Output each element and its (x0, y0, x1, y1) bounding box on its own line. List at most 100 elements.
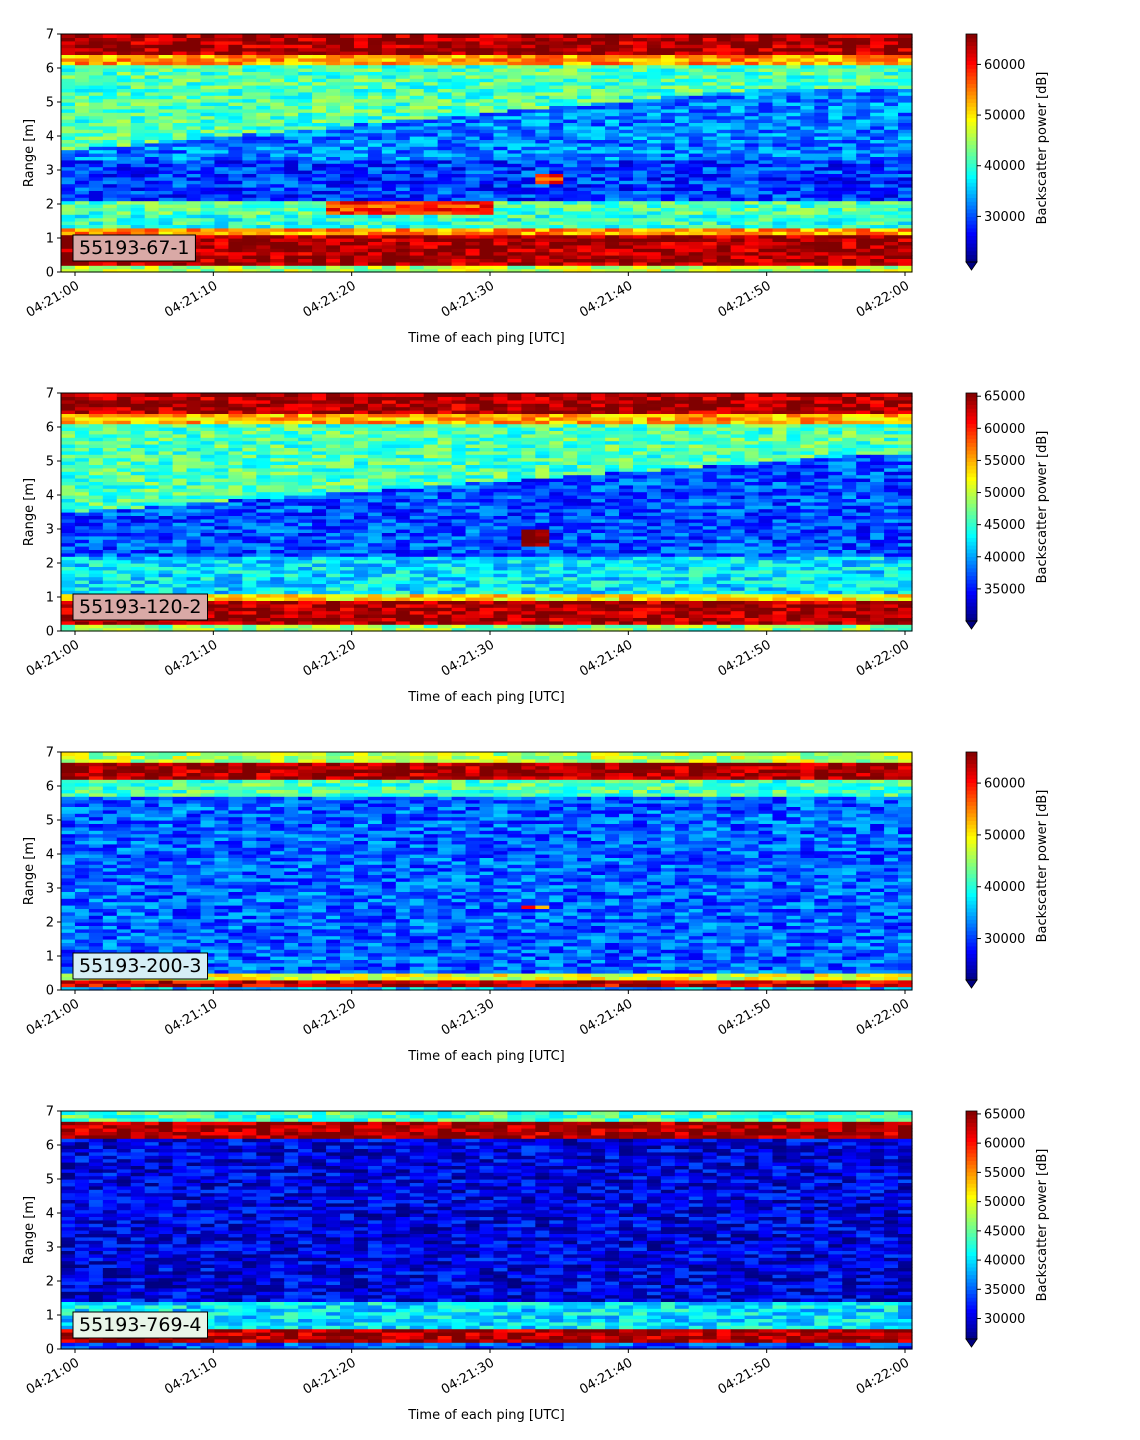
heatmap-cell (242, 245, 257, 249)
heatmap-cell (856, 143, 871, 147)
x-tick-label: 04:21:20 (301, 278, 359, 320)
heatmap-cell (521, 235, 536, 239)
heatmap-cell (61, 403, 76, 407)
heatmap-cell (201, 228, 216, 232)
heatmap-cell (689, 167, 704, 171)
heatmap-cell (759, 245, 774, 249)
heatmap-cell (228, 34, 243, 38)
heatmap-cell (173, 133, 188, 137)
heatmap-cell (145, 403, 160, 407)
heatmap-cell (856, 177, 871, 181)
colorbar-segment (966, 57, 977, 61)
heatmap-cell (201, 34, 216, 38)
heatmap-cell (438, 265, 453, 269)
heatmap-cell (675, 143, 690, 147)
heatmap-cell (75, 228, 90, 232)
heatmap-cell (173, 505, 188, 509)
heatmap-cell (786, 133, 801, 137)
heatmap-cell (703, 160, 718, 164)
heatmap-cell (131, 265, 146, 269)
heatmap-cell (521, 218, 536, 222)
heatmap-cell (507, 235, 522, 239)
heatmap-cell (256, 211, 271, 215)
heatmap-cell (800, 160, 815, 164)
heatmap-cell (745, 252, 760, 256)
heatmap-cell (396, 245, 411, 249)
heatmap-cell (159, 133, 174, 137)
heatmap-cell (493, 235, 508, 239)
heatmap-cell (145, 143, 160, 147)
heatmap-cell (577, 177, 592, 181)
heatmap-cell (159, 201, 174, 205)
heatmap-cell (549, 245, 564, 249)
heatmap-cell (298, 218, 313, 222)
heatmap-cell (284, 160, 299, 164)
heatmap-cell (201, 177, 216, 181)
heatmap-cell (312, 218, 327, 222)
heatmap-cell (466, 160, 481, 164)
heatmap-cell (131, 218, 146, 222)
heatmap-cell (187, 177, 202, 181)
heatmap-cell (800, 167, 815, 171)
heatmap-cell (410, 228, 425, 232)
heatmap-cell (173, 454, 188, 458)
heatmap-cell (814, 34, 829, 38)
heatmap-cell (745, 211, 760, 215)
heatmap-cell (159, 420, 174, 424)
heatmap-cell (619, 177, 634, 181)
heatmap-cell (466, 133, 481, 137)
heatmap-cell (786, 252, 801, 256)
heatmap-cell (577, 211, 592, 215)
heatmap-cell (89, 34, 104, 38)
heatmap-cell (326, 184, 341, 188)
heatmap-cell (270, 218, 285, 222)
heatmap-cell (605, 211, 620, 215)
heatmap-cell (368, 211, 383, 215)
heatmap-cell (354, 143, 369, 147)
heatmap-cell (577, 150, 592, 154)
heatmap-cell (270, 184, 285, 188)
heatmap-cell (61, 218, 76, 222)
heatmap-cell (759, 184, 774, 188)
heatmap-cell (856, 194, 871, 198)
heatmap-cell (703, 177, 718, 181)
colorbar-segment (966, 45, 977, 49)
heatmap-cell (898, 265, 913, 269)
heatmap-cell (466, 167, 481, 171)
heatmap-cell (675, 133, 690, 137)
heatmap-cell (480, 265, 495, 269)
heatmap-cell (842, 177, 857, 181)
heatmap-cell (214, 177, 229, 181)
heatmap-cell (173, 265, 188, 269)
heatmap-cell (214, 160, 229, 164)
heatmap-cell (856, 34, 871, 38)
heatmap-cell (828, 160, 843, 164)
heatmap-cell (493, 133, 508, 137)
heatmap-cell (800, 252, 815, 256)
heatmap-cell (187, 218, 202, 222)
heatmap-cell (675, 167, 690, 171)
heatmap-cell (856, 150, 871, 154)
heatmap-cell (396, 201, 411, 205)
heatmap-cell (103, 228, 118, 232)
heatmap-cell (731, 133, 746, 137)
heatmap-cell (591, 194, 606, 198)
heatmap-cell (689, 34, 704, 38)
heatmap-cell (382, 184, 397, 188)
heatmap-cell (466, 194, 481, 198)
heatmap-cell (633, 167, 648, 171)
heatmap-cell (103, 488, 118, 492)
heatmap-cell (493, 184, 508, 188)
heatmap-cell (452, 252, 467, 256)
colorbar-segment (966, 129, 977, 133)
heatmap-cell (772, 150, 787, 154)
heatmap-cell (689, 235, 704, 239)
heatmap-cell (689, 133, 704, 137)
y-tick-label: 7 (46, 28, 54, 43)
heatmap-cell (214, 235, 229, 239)
colorbar-segment (966, 53, 977, 57)
heatmap-cell (312, 194, 327, 198)
heatmap-cell (898, 235, 913, 239)
heatmap-cell (368, 167, 383, 171)
heatmap-cell (424, 160, 439, 164)
